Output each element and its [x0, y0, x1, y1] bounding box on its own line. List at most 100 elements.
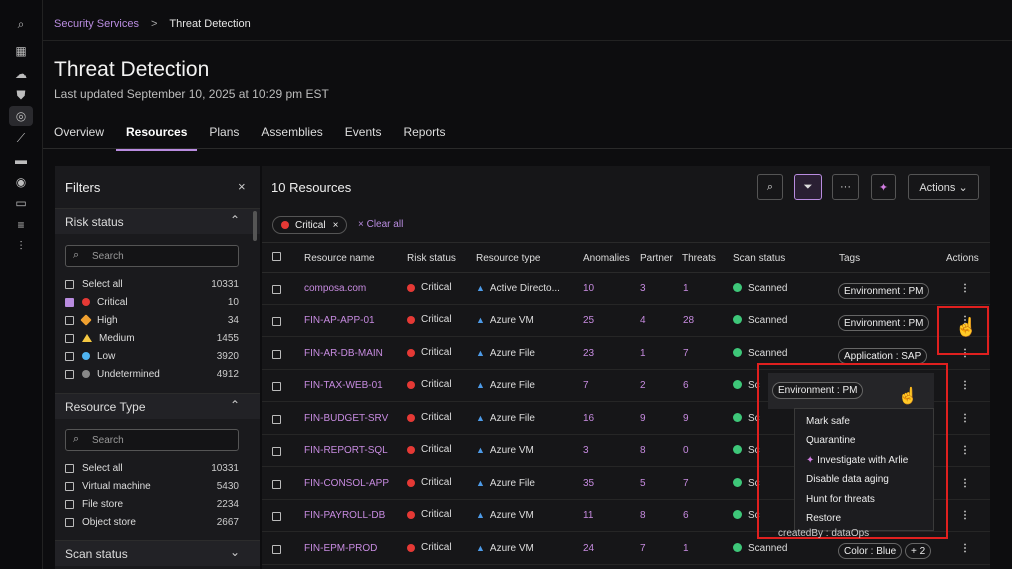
- anomalies-count[interactable]: 25: [583, 315, 595, 326]
- col-anomalies[interactable]: Anomalies: [583, 253, 630, 264]
- more-tags-badge[interactable]: + 2: [905, 543, 932, 559]
- search-button[interactable]: ⌕: [757, 174, 783, 200]
- risk-option-undetermined[interactable]: Undetermined 4912: [65, 366, 239, 382]
- resource-name-link[interactable]: composa.com: [304, 283, 367, 294]
- type-option-virtual-machine[interactable]: Virtual machine 5430: [65, 478, 239, 494]
- kebab-menu-icon[interactable]: ⋮: [960, 543, 970, 554]
- checkbox[interactable]: [65, 463, 74, 473]
- resource-name-link[interactable]: FIN-PAYROLL-DB: [304, 510, 386, 521]
- checkbox[interactable]: [65, 499, 74, 509]
- tab-reports[interactable]: Reports: [403, 125, 446, 139]
- kebab-menu-icon[interactable]: ⋮: [960, 445, 970, 456]
- checkbox[interactable]: [65, 481, 74, 491]
- table-row[interactable]: composa.com Critical ▲ Active Directo... 10 3…: [262, 273, 990, 305]
- scan-status-section[interactable]: Scan status ⌄: [55, 540, 260, 566]
- threats-count[interactable]: 7: [683, 478, 689, 489]
- breadcrumb-parent[interactable]: Security Services: [54, 18, 139, 30]
- checkbox[interactable]: [65, 333, 74, 343]
- checkbox-checked[interactable]: [65, 297, 74, 307]
- kebab-menu-icon[interactable]: ⋮: [960, 413, 970, 424]
- compass-icon[interactable]: ◉: [15, 175, 27, 189]
- row-checkbox[interactable]: [272, 285, 281, 294]
- row-checkbox[interactable]: [272, 415, 281, 424]
- kebab-menu-icon[interactable]: ⋮: [960, 315, 970, 326]
- threats-count[interactable]: 6: [683, 380, 689, 391]
- menu-item-mark-safe[interactable]: Mark safe: [806, 416, 850, 427]
- table-row[interactable]: FIN-EPM-PROD Critical ▲ Azure VM 24 7 1 Scanned…: [262, 533, 990, 565]
- checkbox[interactable]: [65, 369, 74, 379]
- kebab-menu-icon[interactable]: ⋮: [960, 478, 970, 489]
- type-option-select-all[interactable]: Select all 10331: [65, 460, 239, 476]
- filters-scrollbar[interactable]: [253, 211, 257, 241]
- anomalies-count[interactable]: 24: [583, 543, 595, 554]
- partner-count[interactable]: 1: [640, 348, 646, 359]
- tag[interactable]: Application : SAP: [838, 348, 928, 364]
- tab-events[interactable]: Events: [344, 125, 382, 139]
- col-resource-type[interactable]: Resource type: [476, 253, 541, 264]
- anomalies-count[interactable]: 3: [583, 445, 589, 456]
- threats-count[interactable]: 1: [683, 283, 689, 294]
- anomalies-count[interactable]: 35: [583, 478, 595, 489]
- partner-count[interactable]: 3: [640, 283, 646, 294]
- chevron-up-icon[interactable]: ⌃: [229, 398, 240, 412]
- database-icon[interactable]: ≡: [17, 218, 25, 232]
- close-icon[interactable]: ×: [238, 179, 246, 194]
- col-risk-status[interactable]: Risk status: [407, 253, 456, 264]
- type-search-input[interactable]: ⌕ Search: [65, 429, 239, 451]
- partner-count[interactable]: 8: [640, 445, 646, 456]
- chart-icon[interactable]: ⟋: [16, 130, 26, 145]
- risk-search-input[interactable]: ⌕ Search: [65, 245, 239, 267]
- search-icon[interactable]: ⌕: [17, 16, 25, 31]
- threats-count[interactable]: 0: [683, 445, 689, 456]
- menu-item-hunt-threats[interactable]: Hunt for threats: [806, 494, 875, 505]
- col-partner[interactable]: Partner: [640, 253, 673, 264]
- anomalies-count[interactable]: 16: [583, 413, 595, 424]
- row-checkbox[interactable]: [272, 350, 281, 359]
- sliders-icon[interactable]: ⫶: [19, 238, 23, 253]
- row-checkbox[interactable]: [272, 382, 281, 391]
- menu-item-investigate[interactable]: ✦ Investigate with Arlie: [806, 455, 909, 466]
- kebab-menu-icon[interactable]: ⋮: [960, 380, 970, 391]
- resource-type-section[interactable]: Resource Type ⌃: [55, 393, 260, 419]
- resource-name-link[interactable]: FIN-CONSOL-APP: [304, 478, 390, 489]
- col-scan-status[interactable]: Scan status: [733, 253, 786, 264]
- menu-item-quarantine[interactable]: Quarantine: [806, 435, 856, 446]
- risk-option-high[interactable]: High 34: [65, 312, 239, 328]
- resource-name-link[interactable]: FIN-AR-DB-MAIN: [304, 348, 383, 359]
- anomalies-count[interactable]: 11: [583, 510, 594, 521]
- tag[interactable]: Color : Blue: [838, 543, 903, 559]
- row-checkbox[interactable]: [272, 480, 281, 489]
- partner-count[interactable]: 2: [640, 380, 646, 391]
- menu-item-restore[interactable]: Restore: [806, 513, 842, 524]
- col-threats[interactable]: Threats: [682, 253, 716, 264]
- resource-name-link[interactable]: FIN-TAX-WEB-01: [304, 380, 383, 391]
- tag[interactable]: Environment : PM: [838, 283, 930, 299]
- menu-item-disable-data-aging[interactable]: Disable data aging: [806, 474, 889, 485]
- anomalies-count[interactable]: 23: [583, 348, 595, 359]
- resource-name-link[interactable]: FIN-BUDGET-SRV: [304, 413, 389, 424]
- risk-option-medium[interactable]: Medium 1455: [65, 330, 239, 346]
- tab-overview[interactable]: Overview: [54, 125, 105, 139]
- close-icon[interactable]: ×: [332, 219, 339, 231]
- resource-name-link[interactable]: FIN-EPM-PROD: [304, 543, 378, 554]
- threats-count[interactable]: 7: [683, 348, 689, 359]
- row-checkbox[interactable]: [272, 512, 281, 521]
- checkbox[interactable]: [65, 351, 74, 361]
- actions-dropdown[interactable]: Actions ⌄: [908, 174, 979, 200]
- resource-name-link[interactable]: FIN-AP-APP-01: [304, 315, 375, 326]
- risk-option-low[interactable]: Low 3920: [65, 348, 239, 364]
- row-checkbox[interactable]: [272, 545, 281, 554]
- type-option-object-store[interactable]: Object store 2667: [65, 514, 239, 530]
- checkbox[interactable]: [65, 315, 74, 325]
- threats-count[interactable]: 28: [683, 315, 695, 326]
- checkbox[interactable]: [65, 517, 74, 527]
- col-resource-name[interactable]: Resource name: [304, 253, 375, 264]
- threats-count[interactable]: 9: [683, 413, 689, 424]
- row-checkbox[interactable]: [272, 447, 281, 456]
- monitor-icon[interactable]: ▭: [15, 196, 27, 210]
- shield-icon[interactable]: ⛊: [16, 87, 26, 102]
- table-row[interactable]: FIN-TAX-WEB-01 Critical ▲ Azure File 7 2 6 Sc ⋮: [262, 370, 990, 402]
- chevron-down-icon[interactable]: ⌄: [229, 545, 240, 559]
